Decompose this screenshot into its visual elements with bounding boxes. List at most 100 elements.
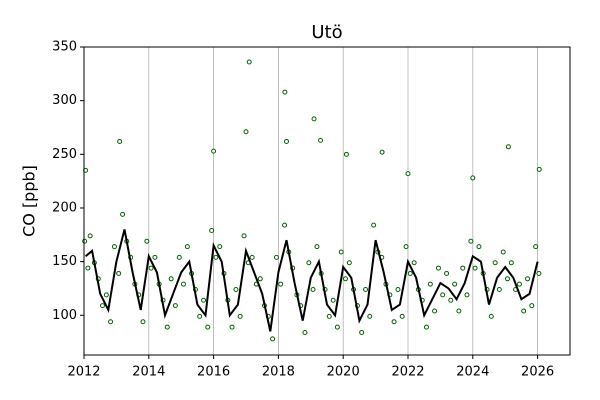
data-point bbox=[197, 313, 203, 319]
data-point bbox=[427, 281, 433, 287]
x-tick-label: 2014 bbox=[132, 365, 165, 380]
data-point bbox=[176, 254, 182, 260]
data-point bbox=[211, 148, 217, 154]
data-point bbox=[213, 254, 219, 260]
data-point bbox=[444, 270, 450, 276]
data-point bbox=[311, 116, 317, 122]
data-point bbox=[470, 175, 476, 181]
data-point bbox=[284, 138, 289, 144]
plot-frame bbox=[83, 46, 571, 356]
data-point bbox=[117, 138, 123, 144]
data-point bbox=[521, 308, 527, 314]
data-point bbox=[496, 287, 502, 293]
y-axis-label: CO [ppb] bbox=[20, 165, 39, 237]
y-tick-label: 100 bbox=[52, 308, 77, 323]
x-tick-label: 2022 bbox=[391, 365, 424, 380]
data-point bbox=[468, 238, 474, 244]
data-point bbox=[310, 287, 316, 293]
data-point bbox=[282, 222, 288, 228]
data-point bbox=[85, 265, 91, 271]
data-point bbox=[140, 319, 146, 325]
data-point bbox=[278, 281, 284, 287]
data-point bbox=[111, 244, 117, 250]
data-point bbox=[508, 260, 514, 266]
data-point bbox=[318, 137, 324, 143]
data-point bbox=[338, 249, 344, 255]
data-point bbox=[346, 260, 352, 266]
x-tick-label: 2016 bbox=[197, 365, 230, 380]
data-point bbox=[504, 276, 510, 282]
data-point bbox=[533, 244, 539, 250]
data-point bbox=[452, 281, 458, 287]
data-point bbox=[249, 254, 255, 260]
data-point bbox=[405, 171, 411, 177]
y-tick-label: 300 bbox=[52, 93, 77, 108]
data-point bbox=[144, 238, 150, 244]
data-point bbox=[403, 244, 409, 250]
data-point bbox=[343, 151, 349, 157]
data-point bbox=[395, 287, 401, 293]
y-tick-label: 250 bbox=[52, 147, 77, 162]
data-point bbox=[87, 233, 93, 239]
data-point bbox=[330, 297, 336, 303]
data-point bbox=[516, 281, 522, 287]
data-point bbox=[399, 313, 405, 319]
data-point bbox=[440, 292, 446, 298]
data-point bbox=[371, 222, 377, 228]
data-point bbox=[246, 59, 252, 65]
y-tick-label: 350 bbox=[52, 40, 77, 55]
data-point bbox=[201, 297, 207, 303]
x-tick-label: 2018 bbox=[262, 365, 295, 380]
data-point bbox=[536, 270, 542, 276]
data-point bbox=[367, 313, 373, 319]
data-point bbox=[492, 260, 498, 266]
data-point bbox=[209, 228, 215, 234]
data-point bbox=[120, 211, 126, 217]
data-point bbox=[342, 276, 348, 282]
chart-title: Utö bbox=[311, 22, 342, 43]
data-point bbox=[379, 149, 385, 155]
x-tick-label: 2026 bbox=[521, 365, 554, 380]
data-point bbox=[423, 324, 429, 330]
data-point bbox=[448, 297, 454, 303]
data-point bbox=[233, 287, 239, 293]
data-point bbox=[432, 308, 438, 314]
data-point bbox=[180, 281, 186, 287]
data-point bbox=[334, 324, 340, 330]
data-point bbox=[525, 276, 531, 282]
data-point bbox=[99, 303, 105, 309]
data-point bbox=[243, 129, 249, 135]
y-tick-label: 150 bbox=[52, 254, 77, 269]
x-tick-label: 2020 bbox=[327, 365, 360, 380]
data-point bbox=[529, 303, 535, 309]
data-point bbox=[488, 313, 494, 319]
data-point bbox=[326, 313, 332, 319]
data-point bbox=[116, 270, 122, 276]
data-point bbox=[270, 336, 276, 342]
data-point bbox=[164, 324, 170, 330]
x-tick-label: 2012 bbox=[67, 365, 100, 380]
data-point bbox=[148, 265, 154, 271]
data-point bbox=[241, 233, 247, 239]
data-point bbox=[168, 276, 174, 282]
data-point bbox=[108, 319, 114, 325]
data-point bbox=[411, 260, 417, 266]
data-point bbox=[476, 244, 482, 250]
data-point bbox=[82, 238, 88, 244]
data-point bbox=[237, 313, 243, 319]
x-tick-label: 2024 bbox=[456, 365, 489, 380]
data-point bbox=[500, 249, 506, 255]
data-point bbox=[536, 166, 542, 172]
data-point bbox=[472, 265, 478, 271]
data-point bbox=[217, 244, 223, 250]
data-point bbox=[391, 319, 397, 325]
data-point bbox=[205, 324, 211, 330]
data-point bbox=[314, 244, 320, 250]
trend-line bbox=[84, 229, 539, 332]
data-point bbox=[257, 276, 263, 282]
data-point bbox=[229, 324, 235, 330]
data-point bbox=[306, 260, 312, 266]
data-point bbox=[464, 292, 470, 298]
data-point bbox=[184, 244, 190, 250]
data-point bbox=[505, 144, 511, 150]
